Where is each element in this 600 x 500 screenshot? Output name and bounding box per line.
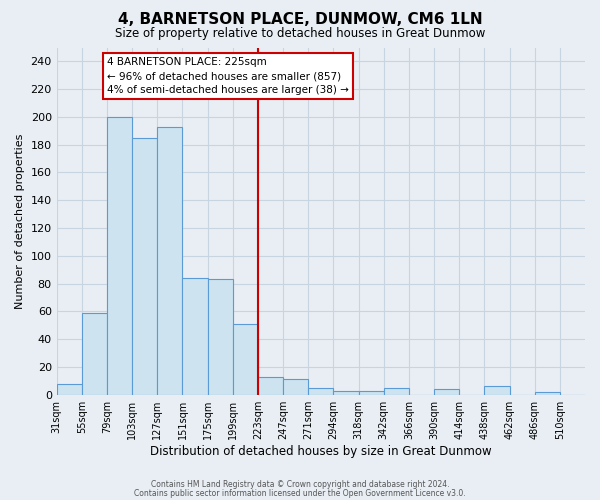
Text: Size of property relative to detached houses in Great Dunmow: Size of property relative to detached ho… [115, 28, 485, 40]
Text: Contains HM Land Registry data © Crown copyright and database right 2024.: Contains HM Land Registry data © Crown c… [151, 480, 449, 489]
Bar [82, 313, 107, 394]
Bar [258, 376, 283, 394]
Bar [384, 388, 409, 394]
Bar [283, 380, 308, 394]
Text: 4 BARNETSON PLACE: 225sqm
← 96% of detached houses are smaller (857)
4% of semi-: 4 BARNETSON PLACE: 225sqm ← 96% of detac… [107, 57, 349, 95]
Bar [107, 117, 132, 394]
Bar [334, 390, 359, 394]
Bar [308, 388, 334, 394]
Bar [56, 384, 82, 394]
Bar [484, 386, 509, 394]
Text: Contains public sector information licensed under the Open Government Licence v3: Contains public sector information licen… [134, 488, 466, 498]
Y-axis label: Number of detached properties: Number of detached properties [15, 134, 25, 309]
Bar [434, 389, 459, 394]
Text: 4, BARNETSON PLACE, DUNMOW, CM6 1LN: 4, BARNETSON PLACE, DUNMOW, CM6 1LN [118, 12, 482, 28]
Bar [157, 126, 182, 394]
Bar [359, 390, 384, 394]
Bar [132, 138, 157, 394]
X-axis label: Distribution of detached houses by size in Great Dunmow: Distribution of detached houses by size … [150, 444, 491, 458]
Bar [233, 324, 258, 394]
Bar [208, 280, 233, 394]
Bar [535, 392, 560, 394]
Bar [182, 278, 208, 394]
